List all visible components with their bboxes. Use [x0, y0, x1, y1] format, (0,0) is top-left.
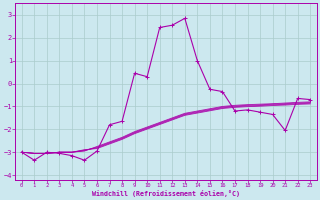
- X-axis label: Windchill (Refroidissement éolien,°C): Windchill (Refroidissement éolien,°C): [92, 190, 240, 197]
